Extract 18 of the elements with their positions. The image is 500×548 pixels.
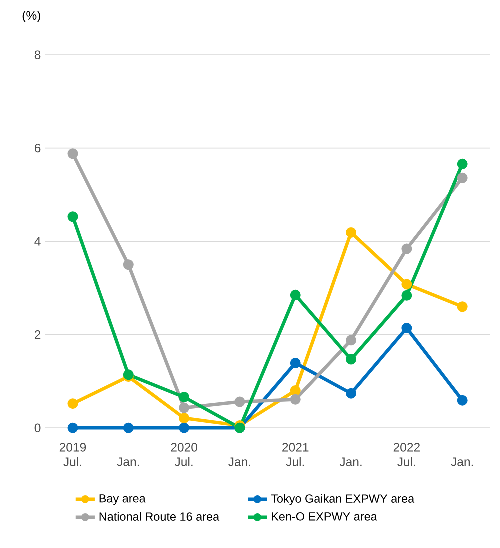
x-tick-label: 2021 Jul. — [282, 443, 309, 466]
legend-label: Ken-O EXPWY area — [272, 512, 378, 521]
legend-label: Tokyo Gaikan EXPWY area — [271, 494, 414, 506]
x-tick-label: 2019 Jul. — [60, 443, 86, 466]
x-tick-label: Jan. — [451, 458, 473, 466]
x-tick-label: 2022 Jul. — [394, 443, 420, 466]
x-tick-label: Jan. — [228, 458, 250, 466]
x-tick-label: Jan. — [340, 458, 362, 466]
x-tick-label: 2020 Jul. — [171, 443, 198, 466]
y-tick-label: 4 — [34, 237, 41, 246]
y-axis-title: (%) — [22, 11, 40, 22]
legend-label: Bay area — [100, 494, 146, 506]
legend-label: National Route 16 area — [100, 512, 220, 521]
y-tick-label: 0 — [34, 424, 41, 432]
y-tick-label: 8 — [34, 50, 41, 60]
y-tick-label: 2 — [34, 330, 40, 340]
y-tick-label: 6 — [34, 144, 41, 153]
x-tick-label: Jan. — [117, 458, 140, 466]
